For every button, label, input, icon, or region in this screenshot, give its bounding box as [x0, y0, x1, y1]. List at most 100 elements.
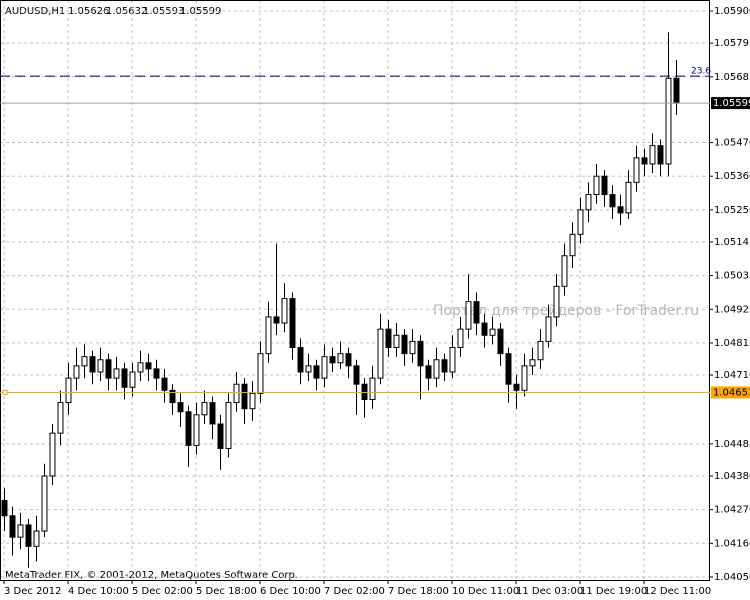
y-tick-label: 1.04815 — [714, 338, 750, 349]
candle-body — [273, 316, 280, 324]
level-label-box — [711, 386, 750, 399]
candle-body — [313, 365, 320, 379]
candle-body — [425, 365, 432, 379]
candle-body — [337, 353, 344, 364]
level-label: 1.04653 — [713, 387, 750, 398]
candle-body — [401, 334, 408, 355]
x-tick-label: 11 Dec 19:00 — [580, 586, 647, 597]
candle-body — [657, 145, 664, 165]
y-tick-label: 1.04160 — [714, 538, 750, 549]
candle-body — [457, 328, 464, 349]
candle-body — [537, 340, 544, 361]
candle-body — [41, 475, 48, 532]
candle-body — [497, 328, 504, 355]
x-tick-label: 12 Dec 11:00 — [644, 586, 711, 597]
candle-body — [153, 368, 160, 379]
candle-body — [609, 194, 616, 208]
candle-body — [249, 392, 256, 410]
candle-body — [377, 328, 384, 379]
candle-body — [177, 402, 184, 413]
candle-body — [385, 328, 392, 349]
candle-body — [505, 353, 512, 385]
y-tick-label: 1.04050 — [714, 572, 750, 583]
candle-body — [521, 365, 528, 391]
candle-body — [553, 285, 560, 318]
candle-body — [225, 402, 232, 449]
candle-body — [9, 515, 16, 538]
candle-body — [1, 499, 8, 517]
candle-body — [81, 356, 88, 367]
candle-body — [625, 181, 632, 214]
candle-body — [169, 389, 176, 404]
candle-body — [185, 411, 192, 446]
y-tick-label: 1.05685 — [714, 72, 750, 83]
candle-body — [481, 322, 488, 336]
candle-body — [633, 157, 640, 183]
candle-body — [209, 402, 216, 425]
candle-body — [433, 359, 440, 379]
candle-body — [441, 359, 448, 373]
y-tick-label: 1.05470 — [714, 138, 750, 149]
candle-body — [569, 233, 576, 257]
candle-body — [201, 402, 208, 416]
y-tick-label: 1.05900 — [714, 6, 750, 17]
candle-body — [561, 255, 568, 287]
y-tick-label: 1.05250 — [714, 205, 750, 216]
candle-body — [473, 301, 480, 324]
candle-body — [57, 402, 64, 434]
x-tick-label: 11 Dec 03:00 — [516, 586, 583, 597]
candle-body — [49, 432, 56, 477]
candle-body — [321, 356, 328, 379]
watermark: Портал для трейдеров - ForTrader.ru — [433, 303, 699, 319]
candle-body — [25, 524, 32, 547]
candle-body — [353, 365, 360, 385]
bid-label: 1.05599 — [713, 98, 750, 109]
candle-body — [97, 359, 104, 373]
candle-body — [305, 365, 312, 373]
x-tick-label: 6 Dec 10:00 — [260, 586, 321, 597]
candle-body — [289, 298, 296, 349]
candle-body — [617, 206, 624, 214]
y-tick-label: 1.04925 — [714, 304, 750, 315]
candle-body — [649, 145, 656, 165]
candle-body — [33, 530, 40, 547]
plot-border — [0, 0, 710, 581]
candle-body — [129, 371, 136, 388]
candle-body — [585, 194, 592, 211]
x-tick-label: 4 Dec 10:00 — [68, 586, 129, 597]
footer: MetaTrader FIX, © 2001-2012, MetaQuotes … — [5, 570, 298, 581]
candle-body — [137, 362, 144, 373]
candle-body — [73, 365, 80, 379]
candle-body — [665, 77, 672, 165]
candle-body — [393, 334, 400, 349]
candle-body — [281, 298, 288, 324]
y-tick-label: 1.04270 — [714, 505, 750, 516]
candle-body — [241, 383, 248, 410]
candle-body — [89, 356, 96, 373]
y-tick-label: 1.05145 — [714, 237, 750, 248]
level-handle — [2, 389, 8, 395]
candle-body — [417, 340, 424, 367]
candle-body — [113, 368, 120, 379]
candle-body — [513, 383, 520, 391]
candle-body — [577, 209, 584, 235]
symbol: AUDUSD,H1 — [5, 6, 65, 17]
y-tick-label: 1.05360 — [714, 171, 750, 182]
candle-body — [257, 353, 264, 394]
candle-body — [529, 359, 536, 367]
candle-body — [233, 383, 240, 404]
y-tick-label: 1.04710 — [714, 370, 750, 381]
candle-body — [449, 347, 456, 373]
candle-body — [265, 316, 272, 355]
quote-open: 1.05626 — [68, 6, 109, 17]
candle-body — [345, 353, 352, 367]
candle-body — [641, 157, 648, 165]
candle-body — [145, 362, 152, 370]
candle-body — [409, 340, 416, 355]
y-tick-label: 1.04485 — [714, 439, 750, 450]
candle-body — [593, 175, 600, 196]
candle-body — [489, 328, 496, 336]
fibo-label: 23.6 — [691, 67, 711, 77]
y-tick-label: 1.05795 — [714, 38, 750, 49]
